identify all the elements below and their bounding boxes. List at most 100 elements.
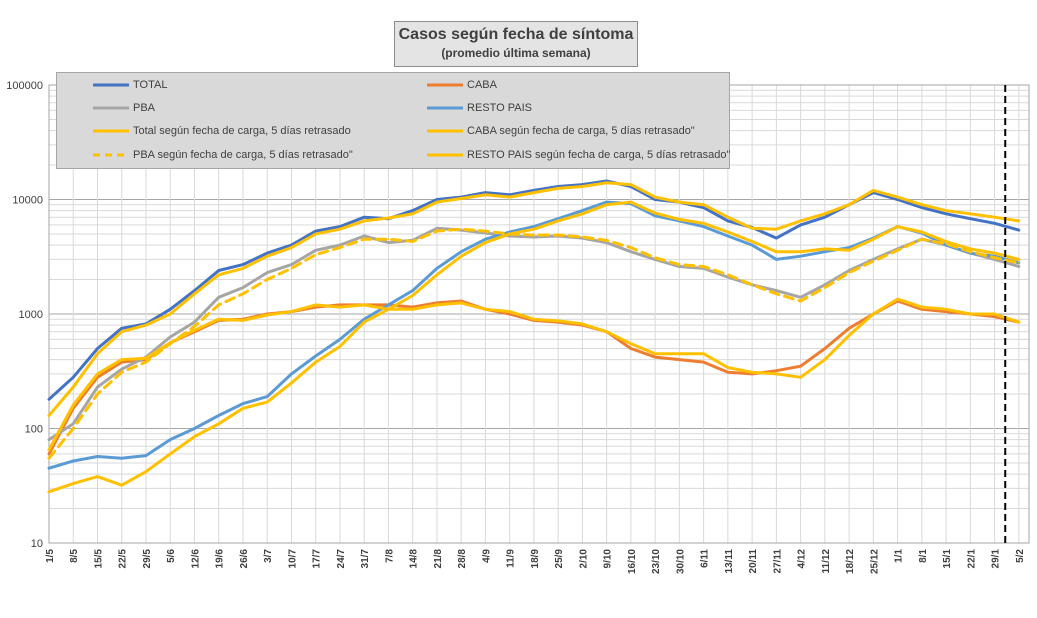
data-point xyxy=(581,213,584,215)
data-point xyxy=(436,304,438,306)
data-point xyxy=(921,306,923,308)
x-tick-label: 2/10 xyxy=(578,549,589,569)
x-tick-label: 15/1 xyxy=(942,549,953,569)
data-point xyxy=(314,304,317,306)
data-point xyxy=(120,368,123,370)
data-point xyxy=(145,454,147,457)
data-point xyxy=(799,300,802,302)
data-point xyxy=(848,271,850,274)
data-point xyxy=(969,217,972,220)
data-point xyxy=(290,246,293,249)
legend-swatch xyxy=(93,83,129,87)
data-point xyxy=(775,258,778,261)
data-point xyxy=(1018,220,1020,222)
data-point xyxy=(678,352,681,355)
legend-label: PBA xyxy=(133,102,156,114)
data-point xyxy=(484,193,487,196)
data-point xyxy=(411,289,414,292)
x-tick-label: 27/11 xyxy=(772,549,783,574)
data-point xyxy=(217,414,220,417)
data-point xyxy=(460,300,462,302)
data-point xyxy=(169,453,172,455)
data-point xyxy=(96,373,99,375)
data-point xyxy=(242,263,244,266)
legend-label: PBA según fecha de carga, 5 días retrasa… xyxy=(133,149,353,161)
data-point xyxy=(727,231,729,233)
legend-label: RESTO PAIS según fecha de carga, 5 días … xyxy=(467,149,731,161)
x-tick-label: 11/9 xyxy=(506,549,517,568)
x-tick-label: 25/9 xyxy=(554,549,565,569)
x-tick-label: 30/10 xyxy=(675,549,686,574)
data-point xyxy=(799,224,802,226)
legend-label: CABA según fecha de carga, 5 días retras… xyxy=(467,125,695,137)
data-point xyxy=(945,310,947,313)
data-point xyxy=(654,256,656,259)
data-point xyxy=(242,319,244,322)
data-point xyxy=(654,352,656,355)
axis-layer: 10 100 1000 10000 100000 1/5 8/5 15/5 22/5 29/5 5/… xyxy=(6,80,1026,574)
data-point xyxy=(605,201,608,203)
data-point xyxy=(1018,229,1020,231)
data-point xyxy=(217,422,220,425)
data-point xyxy=(314,253,317,256)
data-point xyxy=(799,376,802,379)
data-point xyxy=(824,283,826,286)
data-point xyxy=(411,213,414,215)
data-point xyxy=(363,321,365,323)
data-point xyxy=(702,265,705,268)
data-point xyxy=(508,193,511,196)
data-point xyxy=(242,267,244,270)
data-point xyxy=(751,283,753,286)
legend-swatch xyxy=(427,106,463,110)
data-point xyxy=(993,256,996,259)
data-point xyxy=(339,228,341,231)
legend-item: PBA xyxy=(93,98,155,118)
data-point xyxy=(702,352,705,355)
x-tick-label: 29/5 xyxy=(142,549,153,569)
data-point xyxy=(993,252,996,254)
data-point xyxy=(533,191,535,194)
data-point xyxy=(993,222,996,225)
data-point xyxy=(751,244,753,246)
data-point xyxy=(266,314,269,316)
data-point xyxy=(48,453,50,455)
data-point xyxy=(169,308,172,311)
data-point xyxy=(533,225,535,228)
data-point xyxy=(727,371,729,374)
data-point xyxy=(193,293,196,295)
data-point xyxy=(508,313,511,315)
data-point xyxy=(1018,262,1020,264)
data-point xyxy=(217,273,220,276)
data-point xyxy=(460,197,462,200)
data-point xyxy=(945,243,947,245)
data-point xyxy=(290,382,293,384)
data-point xyxy=(436,230,438,232)
data-point xyxy=(678,263,681,266)
data-point xyxy=(48,449,50,451)
legend-swatch xyxy=(427,129,463,133)
data-point xyxy=(48,398,50,401)
data-point xyxy=(654,356,656,358)
data-point xyxy=(96,386,99,388)
data-point xyxy=(436,201,438,203)
x-tick-label: 19/6 xyxy=(215,549,226,569)
data-point xyxy=(96,347,99,350)
data-point xyxy=(678,201,681,203)
data-point xyxy=(266,252,269,254)
data-point xyxy=(48,438,50,441)
data-point xyxy=(799,255,802,257)
data-point xyxy=(314,249,317,252)
data-point xyxy=(508,196,511,198)
data-point xyxy=(702,203,705,206)
x-tick-label: 22/1 xyxy=(966,549,977,569)
data-point xyxy=(314,355,317,357)
data-point xyxy=(945,213,947,215)
data-point xyxy=(727,220,729,222)
data-point xyxy=(872,313,875,315)
data-point xyxy=(702,361,705,363)
data-point xyxy=(727,235,729,237)
data-point xyxy=(921,206,923,209)
data-point xyxy=(314,230,317,232)
data-point xyxy=(48,491,50,493)
x-tick-label: 22/5 xyxy=(118,549,129,569)
